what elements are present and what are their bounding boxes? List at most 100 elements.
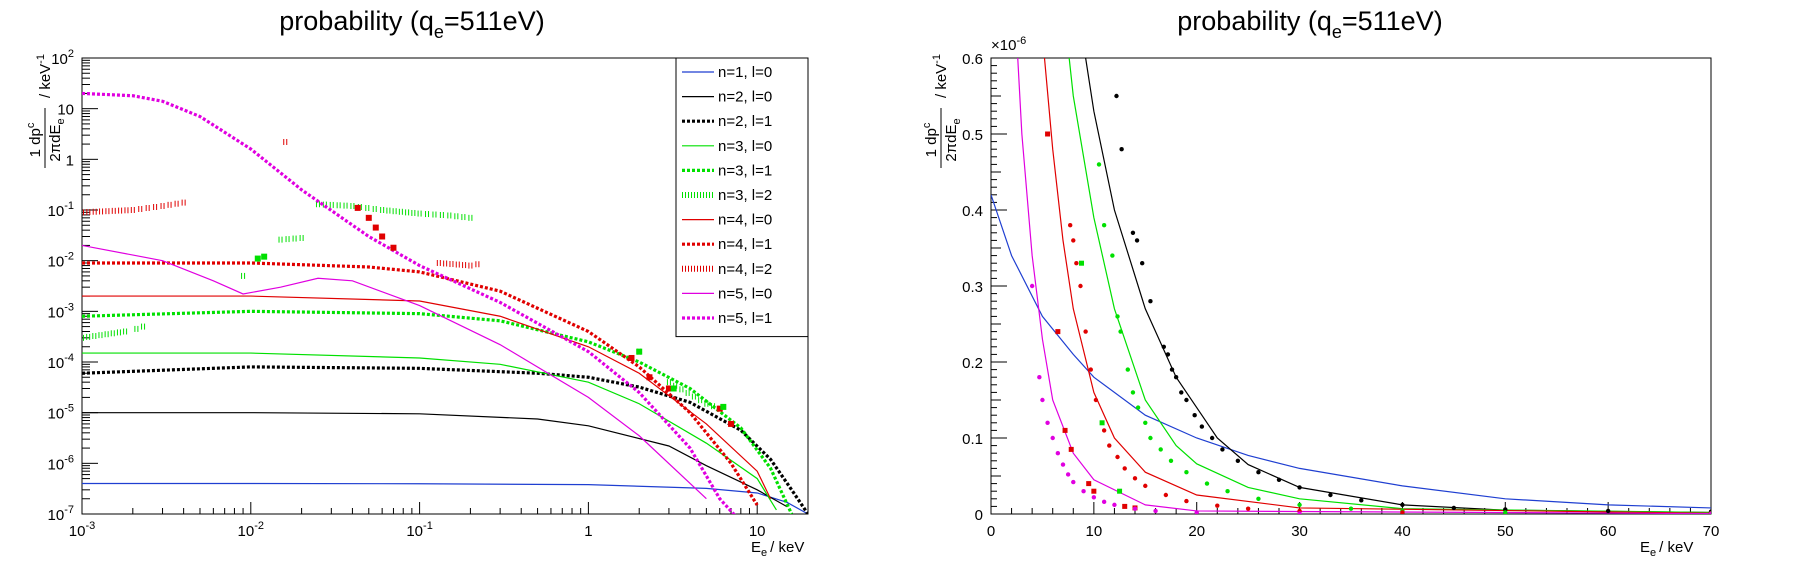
right-series-e00000-point: [1101, 428, 1107, 433]
right-x-tick-label: 50: [1497, 523, 1514, 540]
left-series-n-4-l-0: [82, 295, 772, 500]
right-frame: [990, 57, 1712, 515]
right-series-e00000-point: [1107, 443, 1112, 448]
right-series-00e000-point: [1115, 314, 1120, 319]
right-series-000000-point: [1297, 485, 1302, 490]
right-series-000000-point: [1165, 352, 1171, 357]
right-series-e000e0-point: [1708, 511, 1711, 514]
right-series-000000-point: [1276, 477, 1282, 482]
left-marker-point: [365, 214, 372, 221]
right-y-tick-label: 0.2: [962, 355, 983, 372]
right-x-tick-label: 0: [987, 523, 995, 540]
left-y-tick-label: 10-1: [48, 200, 74, 220]
legend-label-6: n=4, l=0: [718, 212, 772, 229]
right-series-000000-point: [1209, 435, 1215, 441]
svg-text:2πdEe: 2πdEe: [47, 118, 67, 161]
left-marker-point: [720, 403, 727, 410]
left-series-group: [82, 91, 808, 514]
right-series-e00000-point: [1093, 397, 1099, 403]
left-marker-point: [670, 385, 677, 392]
right-series-00e000-point: [1204, 481, 1210, 486]
right-plot-area: 0 10 20 30 40 50 60 70 0 0.1 0.2 0.3 0.4 0.5 0.6: [962, 51, 1719, 540]
right-y-tick-label: 0.4: [962, 203, 983, 220]
right-chart-title: probability (qe=511eV): [1177, 6, 1442, 42]
right-series-000000-point: [1256, 470, 1261, 475]
right-series-e000e0-point: [1297, 511, 1302, 514]
right-y-tick-label: 0.6: [962, 51, 983, 68]
left-y-tick-label: 102: [51, 48, 74, 68]
right-series-e00000-point: [1068, 446, 1074, 452]
right-series-00e000-point: [1168, 458, 1174, 463]
right-series-00e000-point: [1148, 435, 1153, 441]
right-series-00e000-point: [1297, 502, 1302, 508]
right-y-exponent-label: ×10-6: [991, 35, 1026, 54]
right-series-e000e0-point: [1040, 397, 1045, 403]
left-series-n-4-l-1: [82, 261, 759, 506]
svg-text:1 dpc: 1 dpc: [921, 122, 940, 157]
legend-label-0: n=1, l=0: [718, 64, 772, 81]
right-series-000000-point: [1134, 238, 1140, 243]
right-x-tick-label: 10: [1086, 523, 1103, 540]
right-x-tick-label: 60: [1600, 523, 1617, 540]
legend-label-7: n=4, l=1: [718, 236, 772, 253]
right-series-00e000-point: [1256, 496, 1261, 501]
left-marker-point: [379, 233, 386, 240]
right-series-e00000-point: [1078, 283, 1083, 289]
left-y-tick-label: 1: [66, 152, 74, 169]
left-series-n-1-l-0: [82, 482, 808, 514]
right-series-e00000-point: [1163, 492, 1169, 498]
left-series-n-2-l-0: [82, 412, 788, 508]
right-series-00e000-point: [1143, 420, 1148, 425]
right-series-000000-point: [1114, 93, 1119, 99]
right-series-e00000-point: [1143, 483, 1148, 489]
right-series-e00000-point: [1122, 503, 1128, 509]
left-chart-title: probability (qe=511eV): [279, 6, 544, 42]
right-series-e00000-point: [1215, 503, 1220, 508]
svg-text:2πdEe: 2πdEe: [943, 118, 963, 161]
right-series-00e000-point: [1158, 447, 1163, 452]
right-series-e00000-point: [1055, 329, 1061, 335]
right-series-000000-point: [1199, 424, 1205, 429]
legend-label-4: n=3, l=1: [718, 162, 772, 179]
left-marker-point: [390, 244, 397, 251]
right-series-e00000-point: [1088, 367, 1093, 372]
left-y-tick-label: 10-7: [48, 504, 74, 524]
right-series-e000e0-point: [1091, 495, 1097, 500]
legend-label-2: n=2, l=1: [718, 113, 772, 130]
right-series-000000-point: [1119, 147, 1124, 152]
svg-text:/ keV-1: / keV-1: [35, 54, 54, 98]
legend-label-9: n=5, l=0: [718, 285, 772, 302]
right-series-e000e0: [1017, 58, 1711, 514]
right-series-00e000-point: [1184, 470, 1189, 475]
legend-label-8: n=4, l=2: [718, 261, 772, 278]
right-series-e000e0-point: [1101, 499, 1107, 505]
right-series-00e000-point: [1099, 420, 1105, 426]
left-x-axis-label: Ee / keV: [751, 539, 804, 559]
right-y-tick-label: 0: [975, 507, 983, 524]
legend-label-5: n=3, l=2: [718, 187, 772, 204]
left-series-n-3-l-0: [82, 352, 777, 511]
left-y-tick-label: 10-2: [48, 251, 74, 271]
right-series-000000-point: [1173, 375, 1179, 380]
right-series-e000e0-point: [1132, 506, 1138, 511]
right-series-00e000-point: [1117, 488, 1123, 494]
left-marker-point: [254, 255, 261, 262]
right-series-e00000-point: [1245, 506, 1251, 511]
left-series-n-2-l-1: [82, 365, 808, 514]
right-series-e000e0-point: [1112, 502, 1117, 508]
right-series-000000-point: [1503, 507, 1508, 512]
right-series-1f3fd1: [991, 194, 1711, 509]
right-series-e00000-point: [1083, 329, 1088, 334]
right-series-e000e0-point: [1153, 508, 1158, 514]
right-series-00e000-point: [1130, 390, 1136, 395]
right-series-e00000-point: [1071, 238, 1076, 243]
right-series-00e000-point: [1118, 329, 1123, 334]
right-series-000000-point: [1148, 299, 1153, 304]
right-series-00e000-point: [1225, 489, 1230, 494]
left-chart: probability (qe=511eV) 10-3 10-2 10-1 1 1010…: [25, 6, 809, 559]
right-series-000000-point: [1400, 502, 1405, 508]
right-series-e00000-point: [1086, 481, 1092, 487]
right-series-e00000-point: [1068, 223, 1073, 228]
right-series-000000-point: [1605, 508, 1611, 514]
